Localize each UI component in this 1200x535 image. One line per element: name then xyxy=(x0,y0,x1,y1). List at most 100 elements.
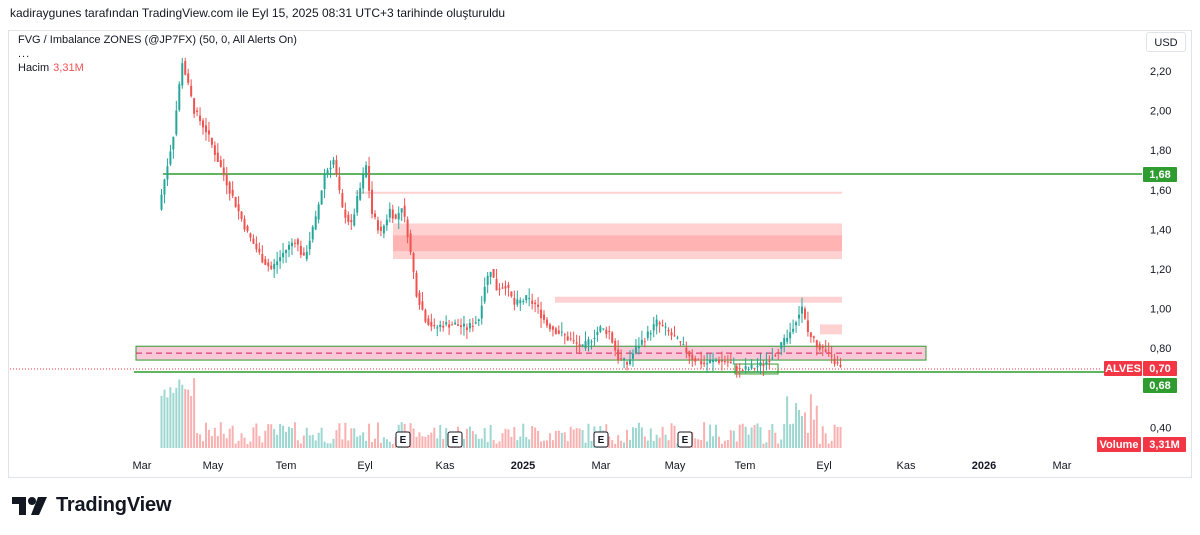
candle-body[interactable] xyxy=(759,362,762,367)
candle-body[interactable] xyxy=(655,319,658,327)
candle-body[interactable] xyxy=(163,179,166,195)
candle-body[interactable] xyxy=(427,318,430,325)
candle-body[interactable] xyxy=(311,226,314,240)
candle-body[interactable] xyxy=(626,362,629,365)
candle-body[interactable] xyxy=(391,209,394,219)
candle-body[interactable] xyxy=(471,325,474,327)
candle-body[interactable] xyxy=(522,301,525,303)
candle-body[interactable] xyxy=(261,253,264,263)
candle-body[interactable] xyxy=(285,250,288,254)
candle-body[interactable] xyxy=(803,308,806,319)
candle-body[interactable] xyxy=(732,363,735,365)
candle-body[interactable] xyxy=(480,305,483,319)
candle-body[interactable] xyxy=(347,214,350,222)
symbol-tag[interactable]: ALVES xyxy=(1104,361,1142,376)
candle-body[interactable] xyxy=(768,361,771,363)
earnings-event-marker[interactable]: E xyxy=(395,431,411,448)
candle-body[interactable] xyxy=(279,257,282,262)
candle-body[interactable] xyxy=(661,324,664,326)
candle-body[interactable] xyxy=(557,330,560,334)
candle-body[interactable] xyxy=(551,326,554,330)
candle-body[interactable] xyxy=(302,252,305,256)
tradingview-logo[interactable]: TradingView xyxy=(12,494,171,517)
candle-body[interactable] xyxy=(249,233,252,238)
candle-body[interactable] xyxy=(353,214,356,226)
candle-body[interactable] xyxy=(729,362,732,364)
candle-body[interactable] xyxy=(296,239,299,245)
candle-body[interactable] xyxy=(495,278,498,291)
earnings-event-marker[interactable]: E xyxy=(593,431,609,448)
candle-body[interactable] xyxy=(795,322,798,326)
candle-body[interactable] xyxy=(670,332,673,336)
candle-body[interactable] xyxy=(424,309,427,322)
candle-body[interactable] xyxy=(219,160,222,167)
candle-body[interactable] xyxy=(756,366,759,368)
candle-body[interactable] xyxy=(225,174,228,186)
candle-body[interactable] xyxy=(581,344,584,347)
volume-value-tag[interactable]: 3,31M xyxy=(1143,437,1186,452)
candle-body[interactable] xyxy=(388,208,391,218)
candle-body[interactable] xyxy=(706,363,709,365)
candle-body[interactable] xyxy=(371,189,374,214)
candle-body[interactable] xyxy=(462,323,465,327)
candle-body[interactable] xyxy=(166,166,169,180)
candle-body[interactable] xyxy=(608,331,611,333)
candle-body[interactable] xyxy=(602,328,605,330)
candle-body[interactable] xyxy=(694,358,697,362)
fvg-zone[interactable] xyxy=(355,191,842,194)
candle-body[interactable] xyxy=(492,269,495,278)
candle-body[interactable] xyxy=(246,226,249,232)
candle-body[interactable] xyxy=(465,327,468,330)
candle-body[interactable] xyxy=(454,322,457,325)
candle-body[interactable] xyxy=(697,359,700,361)
candle-body[interactable] xyxy=(305,251,308,260)
level-price-tag[interactable]: 0,68 xyxy=(1143,377,1177,393)
candle-body[interactable] xyxy=(575,342,578,344)
candle-body[interactable] xyxy=(818,344,821,350)
candle-body[interactable] xyxy=(448,324,451,328)
candle-body[interactable] xyxy=(714,359,717,362)
candle-body[interactable] xyxy=(350,220,353,223)
candle-body[interactable] xyxy=(210,137,213,145)
candle-body[interactable] xyxy=(646,331,649,338)
candle-body[interactable] xyxy=(545,319,548,326)
candle-body[interactable] xyxy=(270,265,273,269)
candle-body[interactable] xyxy=(181,63,184,86)
candle-body[interactable] xyxy=(614,340,617,351)
candle-body[interactable] xyxy=(563,334,566,336)
candle-body[interactable] xyxy=(569,338,572,340)
candle-body[interactable] xyxy=(519,300,522,304)
candle-body[interactable] xyxy=(605,329,608,335)
candle-body[interactable] xyxy=(507,284,510,288)
earnings-event-marker[interactable]: E xyxy=(447,431,463,448)
candle-body[interactable] xyxy=(258,248,261,253)
candle-body[interactable] xyxy=(513,298,516,305)
candle-body[interactable] xyxy=(726,361,729,363)
candle-body[interactable] xyxy=(445,322,448,325)
candle-body[interactable] xyxy=(617,349,620,361)
volume-legend[interactable]: Hacim 3,31M xyxy=(18,61,297,75)
level-price-tag[interactable]: 1,68 xyxy=(1143,166,1177,182)
candle-body[interactable] xyxy=(288,245,291,250)
candle-body[interactable] xyxy=(504,286,507,289)
candle-body[interactable] xyxy=(783,337,786,346)
candle-body[interactable] xyxy=(207,130,210,135)
candle-body[interactable] xyxy=(415,272,418,297)
candle-body[interactable] xyxy=(314,216,317,230)
candle-body[interactable] xyxy=(213,145,216,155)
candle-body[interactable] xyxy=(720,360,723,362)
candle-body[interactable] xyxy=(489,271,492,277)
candle-body[interactable] xyxy=(356,196,359,213)
candle-body[interactable] xyxy=(320,190,323,205)
candle-body[interactable] xyxy=(172,136,175,150)
candle-body[interactable] xyxy=(234,197,237,207)
candle-body[interactable] xyxy=(243,218,246,230)
candle-body[interactable] xyxy=(762,365,765,367)
candle-body[interactable] xyxy=(178,84,181,110)
candle-body[interactable] xyxy=(685,347,688,353)
candle-body[interactable] xyxy=(267,262,270,267)
candle-body[interactable] xyxy=(634,345,637,354)
candle-body[interactable] xyxy=(664,326,667,328)
candle-body[interactable] xyxy=(590,341,593,343)
